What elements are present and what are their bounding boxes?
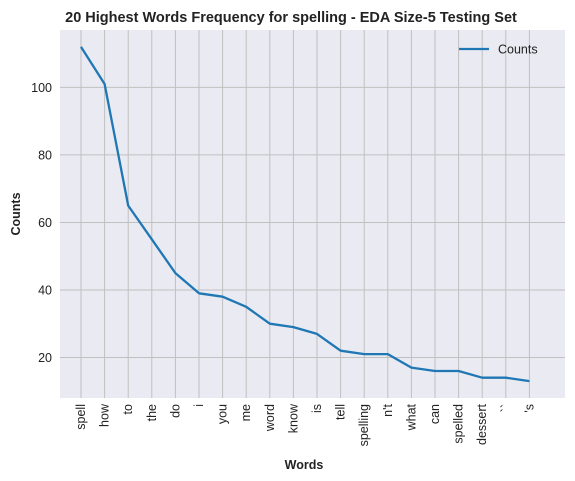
x-tick-label: dessert	[475, 403, 489, 445]
x-tick-label: how	[98, 403, 112, 427]
series-line-counts	[80, 46, 530, 383]
y-tick-label: 60	[38, 216, 52, 230]
x-tick-label: can	[428, 404, 442, 424]
x-tick-label: spelled	[452, 404, 466, 444]
y-tick-label: 20	[38, 351, 52, 365]
x-tick-label: n't	[381, 403, 395, 416]
x-tick-label: know	[286, 403, 300, 433]
x-tick-label: you	[216, 404, 230, 424]
legend-label-counts: Counts	[498, 43, 538, 57]
y-axis-ticks: 20 40 60 80 100	[31, 81, 52, 365]
x-tick-label: to	[121, 404, 135, 414]
x-tick-label: word	[263, 404, 277, 432]
legend: Counts	[459, 43, 538, 57]
x-tick-label: ``	[499, 404, 513, 412]
y-tick-label: 80	[38, 148, 52, 162]
chart-title: 20 Highest Words Frequency for spelling …	[65, 10, 517, 26]
y-axis-title: Counts	[9, 192, 23, 235]
x-tick-label: i	[192, 404, 206, 407]
x-tick-label: me	[239, 404, 253, 421]
x-tick-label: tell	[334, 404, 348, 420]
x-axis-title: Words	[285, 458, 324, 472]
plot-area	[60, 30, 565, 398]
x-tick-label: spelling	[357, 404, 371, 446]
x-tick-label: spell	[74, 404, 88, 430]
grid-lines	[60, 30, 565, 398]
x-axis-ticks: spell how to the do i you me word know is tell spell…	[74, 403, 536, 446]
x-tick-label: 's	[522, 404, 536, 413]
y-tick-label: 100	[31, 81, 52, 95]
y-tick-label: 40	[38, 283, 52, 297]
x-tick-label: do	[168, 404, 182, 418]
x-tick-label: the	[145, 404, 159, 421]
x-tick-label: is	[310, 404, 324, 413]
x-tick-label: what	[404, 403, 418, 431]
